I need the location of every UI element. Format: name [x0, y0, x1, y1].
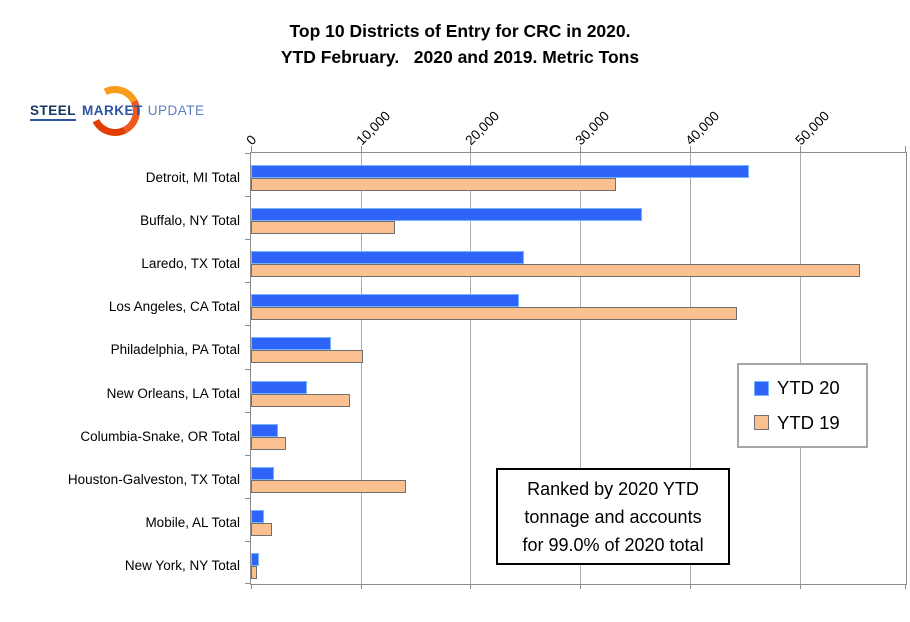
- logo-text: STEEL MARKET UPDATE: [30, 103, 205, 121]
- bar-ytd19-9: [251, 523, 272, 536]
- category-label: Columbia-Snake, OR Total: [80, 429, 240, 444]
- bar-ytd19-10: [251, 566, 257, 579]
- x-tick-label: 40,000: [682, 108, 723, 148]
- x-axis-tick: [251, 146, 252, 153]
- legend-swatch-ytd20-icon: [754, 380, 769, 396]
- bar-ytd20-6: [251, 381, 307, 394]
- bar-ytd20-3: [251, 251, 524, 264]
- x-tick-label: 50,000: [792, 108, 833, 148]
- x-axis-tick: [470, 146, 471, 153]
- bar-ytd19-3: [251, 264, 860, 277]
- x-tick-label: 30,000: [572, 108, 613, 148]
- category-label: Los Angeles, CA Total: [108, 299, 240, 314]
- category-label: New York, NY Total: [124, 558, 240, 573]
- legend-label-ytd19: YTD 19: [777, 411, 840, 433]
- legend-swatch-ytd19-icon: [754, 415, 769, 431]
- bar-ytd20-7: [251, 424, 278, 437]
- bar-ytd20-9: [251, 510, 264, 523]
- y-axis-tick: [245, 196, 251, 197]
- bar-ytd19-8: [251, 480, 406, 493]
- x-axis-tick: [470, 584, 471, 589]
- gridline: [580, 153, 581, 584]
- x-axis-tick: [580, 146, 581, 153]
- x-axis-tick: [580, 584, 581, 589]
- x-axis-tick: [905, 146, 906, 153]
- x-axis-tick: [361, 146, 362, 153]
- chart-title-line1: Top 10 Districts of Entry for CRC in 202…: [289, 21, 631, 41]
- legend-label-ytd20: YTD 20: [777, 377, 840, 399]
- chart-title: Top 10 Districts of Entry for CRC in 202…: [0, 18, 910, 70]
- y-axis-tick: [245, 583, 251, 584]
- y-axis-tick: [245, 153, 251, 154]
- plot-area: [245, 146, 907, 589]
- bar-ytd19-2: [251, 221, 395, 234]
- bar-ytd20-5: [251, 337, 331, 350]
- x-axis-tick: [905, 584, 906, 589]
- x-axis-tick: [690, 146, 691, 153]
- category-label: Detroit, MI Total: [145, 170, 240, 185]
- category-label: Buffalo, NY Total: [140, 213, 240, 228]
- x-axis-tick: [251, 584, 252, 589]
- gridline: [361, 153, 362, 584]
- bar-ytd19-5: [251, 350, 363, 363]
- y-axis-tick: [245, 325, 251, 326]
- y-axis-tick: [245, 498, 251, 499]
- category-label: Houston-Galveston, TX Total: [67, 472, 240, 487]
- x-axis-tick: [690, 584, 691, 589]
- legend-box: YTD 20 YTD 19: [737, 363, 868, 448]
- y-axis-tick: [245, 282, 251, 283]
- annotation-line3: for 99.0% of 2020 total: [522, 534, 704, 555]
- steel-market-update-logo: STEEL MARKET UPDATE: [26, 79, 206, 143]
- bar-ytd20-1: [251, 165, 749, 178]
- x-tick-label: 20,000: [462, 108, 503, 148]
- legend-item-ytd19: YTD 19: [754, 412, 866, 434]
- logo-word-update: UPDATE: [147, 103, 205, 118]
- gridline: [470, 153, 471, 584]
- logo-word-market: MARKET: [82, 103, 143, 118]
- annotation-line1: Ranked by 2020 YTD: [527, 478, 699, 499]
- y-axis-tick: [245, 541, 251, 542]
- bar-ytd19-6: [251, 394, 350, 407]
- bar-ytd19-4: [251, 307, 737, 320]
- chart-title-line2: YTD February. 2020 and 2019. Metric Tons: [280, 47, 640, 67]
- category-label: Mobile, AL Total: [145, 515, 240, 530]
- y-axis-tick: [245, 239, 251, 240]
- x-axis-tick: [800, 146, 801, 153]
- category-label: New Orleans, LA Total: [106, 386, 240, 401]
- legend-item-ytd20: YTD 20: [754, 377, 866, 399]
- logo-word-steel: STEEL: [30, 103, 77, 121]
- y-axis-tick: [245, 455, 251, 456]
- bar-ytd20-4: [251, 294, 519, 307]
- bar-ytd20-2: [251, 208, 642, 221]
- category-label: Laredo, TX Total: [141, 256, 240, 271]
- bar-ytd19-1: [251, 178, 616, 191]
- annotation-box: Ranked by 2020 YTD tonnage and accounts …: [496, 468, 730, 565]
- category-label: Philadelphia, PA Total: [110, 342, 240, 357]
- x-tick-label: 10,000: [353, 108, 394, 148]
- bar-ytd19-7: [251, 437, 286, 450]
- y-axis-tick: [245, 412, 251, 413]
- bar-ytd20-10: [251, 553, 259, 566]
- x-axis-tick: [361, 584, 362, 589]
- annotation-line2: tonnage and accounts: [524, 506, 702, 527]
- bar-ytd20-8: [251, 467, 274, 480]
- gridline: [690, 153, 691, 584]
- x-axis-tick: [800, 584, 801, 589]
- y-axis-tick: [245, 369, 251, 370]
